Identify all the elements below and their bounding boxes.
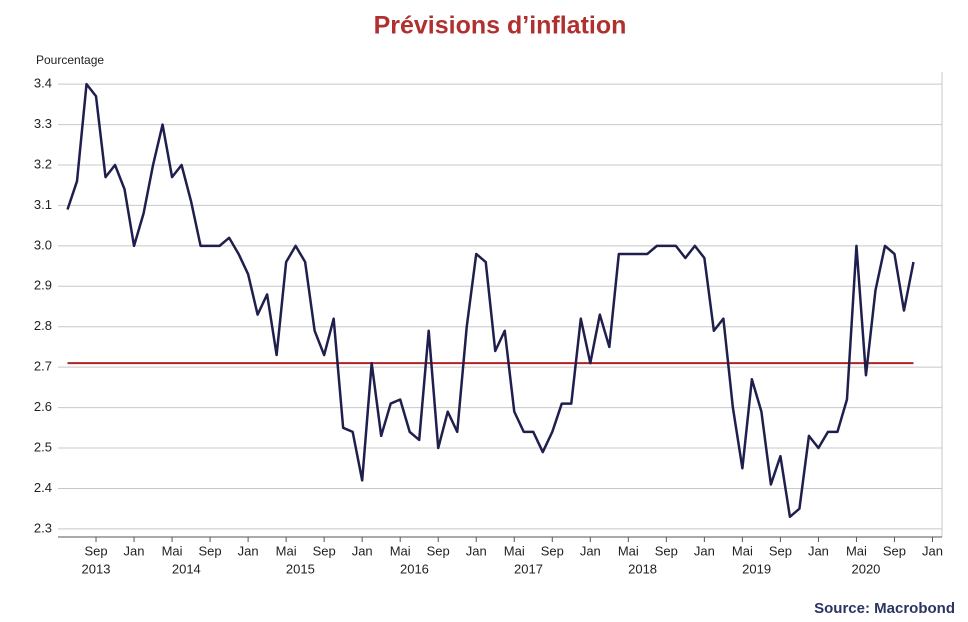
y-axis-label: Pourcentage — [36, 53, 104, 67]
x-tick-label: Sep — [84, 543, 107, 558]
chart-title: Prévisions d’inflation — [374, 12, 627, 40]
y-tick-label: 2.8 — [34, 318, 52, 333]
x-tick-label: Jan — [238, 543, 259, 558]
y-tick-label: 3.1 — [34, 197, 52, 212]
x-tick-label: Sep — [313, 543, 336, 558]
y-tick-label: 2.5 — [34, 439, 52, 454]
x-group-label: 2020 — [851, 561, 880, 576]
x-tick-label: Mai — [618, 543, 639, 558]
x-tick-label: Jan — [124, 543, 145, 558]
x-group-label: 2014 — [172, 561, 201, 576]
x-tick-label: Mai — [732, 543, 753, 558]
y-tick-label: 3.3 — [34, 116, 52, 131]
x-tick-label: Jan — [808, 543, 829, 558]
y-tick-label: 2.7 — [34, 359, 52, 374]
y-tick-label: 2.9 — [34, 278, 52, 293]
y-tick-label: 2.4 — [34, 480, 52, 495]
x-tick-label: Sep — [541, 543, 564, 558]
y-tick-label: 3.4 — [34, 76, 52, 91]
x-tick-label: Sep — [427, 543, 450, 558]
y-tick-label: 3.2 — [34, 156, 52, 171]
x-group-label: 2019 — [742, 561, 771, 576]
x-tick-label: Mai — [846, 543, 867, 558]
x-tick-label: Jan — [922, 543, 943, 558]
x-tick-label: Jan — [352, 543, 373, 558]
y-tick-label: 3.0 — [34, 237, 52, 252]
y-tick-label: 2.6 — [34, 399, 52, 414]
x-tick-label: Jan — [580, 543, 601, 558]
data-line — [66, 82, 915, 519]
x-group-label: 2016 — [400, 561, 429, 576]
x-tick-label: Mai — [162, 543, 183, 558]
x-tick-label: Sep — [883, 543, 906, 558]
x-tick-label: Mai — [276, 543, 297, 558]
source: Source: Macrobond — [814, 600, 955, 617]
x-tick-label: Jan — [694, 543, 715, 558]
x-tick-label: Mai — [390, 543, 411, 558]
x-tick-label: Sep — [655, 543, 678, 558]
x-tick-label: Sep — [769, 543, 792, 558]
x-group-label: 2013 — [82, 561, 111, 576]
x-group-label: 2017 — [514, 561, 543, 576]
y-tick-label: 2.3 — [34, 520, 52, 535]
x-tick-label: Jan — [466, 543, 487, 558]
x-tick-label: Mai — [504, 543, 525, 558]
x-group-label: 2018 — [628, 561, 657, 576]
x-tick-label: Sep — [199, 543, 222, 558]
x-group-label: 2015 — [286, 561, 315, 576]
